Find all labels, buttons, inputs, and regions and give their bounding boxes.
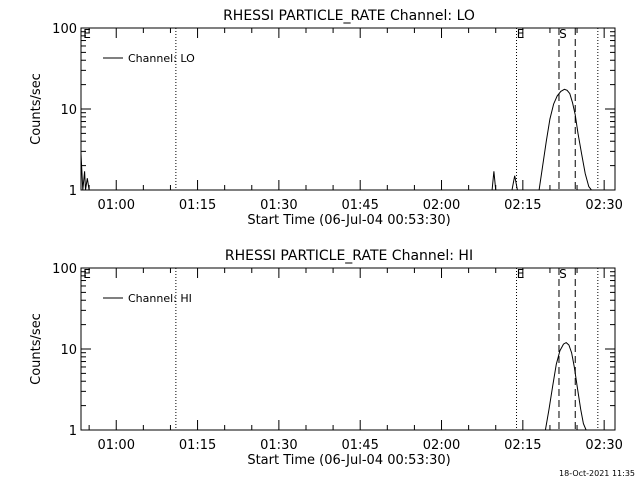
corner-label: E <box>83 267 91 281</box>
x-tick-label: 02:15 <box>504 438 541 453</box>
x-tick-label: 01:45 <box>341 198 378 213</box>
x-axis-label: Start Time (06-Jul-04 00:53:30) <box>247 453 450 468</box>
y-tick-label: 1 <box>69 184 77 199</box>
x-tick-label: 01:30 <box>260 438 297 453</box>
y-axis-label: Counts/sec <box>29 73 44 145</box>
marker-label: S <box>559 267 567 281</box>
footer-timestamp: 18-Oct-2021 11:35 <box>559 469 635 478</box>
data-line <box>491 88 594 191</box>
marker-label: E <box>517 27 525 41</box>
x-tick-label: 02:30 <box>585 198 622 213</box>
x-tick-label: 02:00 <box>423 198 460 213</box>
x-tick-label: 02:15 <box>504 198 541 213</box>
y-tick-label: 10 <box>60 343 77 358</box>
y-tick-label: 100 <box>52 262 77 277</box>
x-tick-label: 02:00 <box>423 438 460 453</box>
x-tick-label: 01:15 <box>179 198 216 213</box>
marker-label: E <box>517 267 525 281</box>
x-tick-label: 01:45 <box>341 438 378 453</box>
data-line <box>80 153 91 191</box>
data-line <box>544 341 587 431</box>
legend-label: Channel: LO <box>128 52 195 65</box>
marker-label: S <box>559 27 567 41</box>
chart-title: RHESSI PARTICLE_RATE Channel: HI <box>225 248 473 264</box>
y-tick-label: 10 <box>60 103 77 118</box>
x-tick-label: 02:30 <box>585 438 622 453</box>
y-tick-label: 100 <box>52 22 77 37</box>
y-axis-label: Counts/sec <box>29 313 44 385</box>
x-axis-label: Start Time (06-Jul-04 00:53:30) <box>247 213 450 228</box>
legend-label: Channel: HI <box>128 292 192 305</box>
x-tick-label: 01:00 <box>98 198 135 213</box>
y-tick-label: 1 <box>69 424 77 439</box>
x-tick-label: 01:30 <box>260 198 297 213</box>
chart-title: RHESSI PARTICLE_RATE Channel: LO <box>223 8 475 24</box>
corner-label: E <box>83 27 91 41</box>
x-tick-label: 01:15 <box>179 438 216 453</box>
x-tick-label: 01:00 <box>98 438 135 453</box>
